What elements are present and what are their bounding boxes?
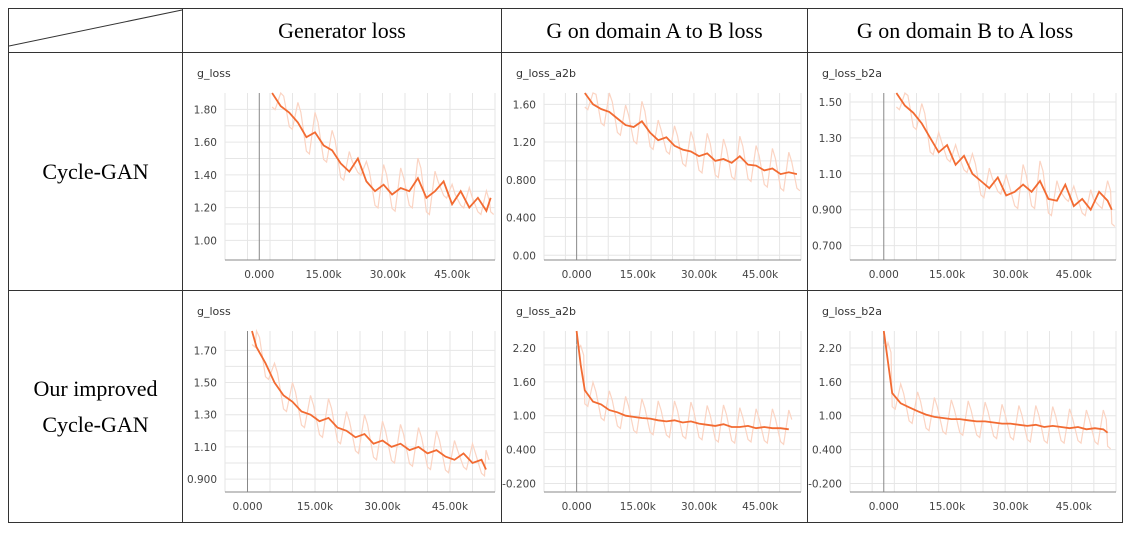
y-tick-label: 1.60 <box>819 377 842 389</box>
comparison-table: Generator loss G on domain A to B loss G… <box>8 8 1123 523</box>
y-tick-label: 1.60 <box>513 99 536 111</box>
raw-series-line <box>883 340 1111 450</box>
x-tick-label: 15.00k <box>297 501 334 513</box>
y-tick-label: 0.400 <box>506 445 536 457</box>
x-tick-label: 15.00k <box>929 269 966 281</box>
y-tick-label: 2.20 <box>819 343 842 355</box>
y-tick-label: 1.00 <box>513 411 536 423</box>
y-tick-label: 1.00 <box>819 411 842 423</box>
row-cycle-gan: Cycle-GAN g_loss 1.80 1.60 1.40 1.20 1.00 0.00… <box>8 52 1123 291</box>
y-tick-label: 0.700 <box>812 241 842 253</box>
chart-title: g_loss_b2a <box>822 67 882 80</box>
x-tick-label: 30.00k <box>370 269 407 281</box>
y-tick-label: 1.60 <box>513 377 536 389</box>
x-tick-label: 45.00k <box>742 501 779 513</box>
chart-g-loss-cycle-gan: g_loss 1.80 1.60 1.40 1.20 1.00 0.000 15.00k 30.… <box>194 67 496 281</box>
y-tick-label: 1.50 <box>819 97 842 109</box>
smoothed-series-line <box>251 330 487 470</box>
y-tick-label: 0.900 <box>187 474 217 486</box>
y-tick-label: 1.60 <box>194 137 217 149</box>
chart-cell: g_loss 1.80 1.60 1.40 1.20 1.00 0.000 15.00k 30.… <box>182 52 502 291</box>
x-tick-label: 0.000 <box>244 269 274 281</box>
chart-cell: g_loss_a2b 2.20 1.60 1.00 0.400 -0.200 0.000 15… <box>501 290 808 523</box>
chart-g-loss-b2a-cycle-gan: g_loss_b2a 1.50 1.30 1.10 0.900 0.700 0.000 15.… <box>812 67 1117 281</box>
x-tick-label: 0.000 <box>869 269 899 281</box>
x-tick-label: 0.000 <box>869 501 899 513</box>
y-tick-label: 1.30 <box>194 410 217 422</box>
row-header-cycle-gan: Cycle-GAN <box>8 52 183 291</box>
y-tick-label: 1.20 <box>513 137 536 149</box>
chart-title: g_loss <box>197 67 231 80</box>
y-tick-label: 2.20 <box>513 343 536 355</box>
raw-series-line <box>271 91 495 216</box>
x-tick-label: 15.00k <box>620 269 657 281</box>
y-tick-label: 1.10 <box>819 169 842 181</box>
y-tick-label: 1.40 <box>194 170 217 182</box>
y-tick-label: 0.800 <box>506 175 536 187</box>
smoothed-series-line <box>584 92 798 176</box>
column-header-generator-loss: Generator loss <box>182 8 502 53</box>
y-tick-label: -0.200 <box>808 479 842 491</box>
y-tick-label: 1.80 <box>194 104 217 116</box>
x-tick-label: 45.00k <box>434 269 471 281</box>
x-tick-label: 30.00k <box>681 501 718 513</box>
chart-g-loss-a2b-improved: g_loss_a2b 2.20 1.60 1.00 0.400 -0.200 0.000 15… <box>502 305 802 513</box>
x-tick-label: 30.00k <box>992 269 1029 281</box>
corner-cell <box>8 8 183 53</box>
chart-cell: g_loss_b2a 1.50 1.30 1.10 0.900 0.700 0.000 15.… <box>807 52 1123 291</box>
x-tick-label: 45.00k <box>742 269 779 281</box>
row-header-line: Our improved <box>33 375 158 401</box>
chart-cell: g_loss_a2b 1.60 1.20 0.800 0.400 0.00 0.000 15.… <box>501 52 808 291</box>
y-tick-label: 1.20 <box>194 203 217 215</box>
header-row: Generator loss G on domain A to B loss G… <box>8 8 1123 53</box>
x-tick-label: 0.000 <box>232 501 262 513</box>
x-tick-label: 0.000 <box>562 269 592 281</box>
x-tick-label: 15.00k <box>306 269 343 281</box>
y-tick-label: 0.400 <box>812 445 842 457</box>
x-tick-label: 30.00k <box>364 501 401 513</box>
x-tick-label: 30.00k <box>681 269 718 281</box>
chart-g-loss-a2b-cycle-gan: g_loss_a2b 1.60 1.20 0.800 0.400 0.00 0.000 15.… <box>506 67 802 281</box>
x-tick-label: 15.00k <box>620 501 657 513</box>
chart-title: g_loss <box>197 305 231 318</box>
y-tick-label: 1.10 <box>194 442 217 454</box>
y-tick-label: 1.50 <box>194 378 217 390</box>
y-tick-label: 0.00 <box>513 250 536 262</box>
smoothed-series-line <box>895 92 1113 212</box>
column-header-a-to-b-loss: G on domain A to B loss <box>501 8 808 53</box>
y-tick-label: 0.900 <box>812 205 842 217</box>
corner-diagonal <box>8 9 183 47</box>
x-tick-label: 30.00k <box>992 501 1029 513</box>
smoothed-series-line <box>882 330 1109 434</box>
raw-series-line <box>584 92 801 192</box>
y-tick-label: 1.70 <box>194 345 217 357</box>
raw-series-line <box>251 328 490 478</box>
y-tick-label: 1.00 <box>194 235 217 247</box>
chart-cell: g_loss_b2a 2.20 1.60 1.00 0.400 -0.200 0.000 15… <box>807 290 1123 523</box>
chart-cell: g_loss 1.70 1.50 1.30 1.10 0.900 0.000 15.00k 30… <box>182 290 502 523</box>
x-tick-label: 45.00k <box>1056 501 1093 513</box>
raw-series-line <box>576 344 793 446</box>
chart-g-loss-b2a-improved: g_loss_b2a 2.20 1.60 1.00 0.400 -0.200 0.000 15… <box>808 305 1117 513</box>
y-tick-label: 0.400 <box>506 213 536 225</box>
row-header-improved: Our improved Cycle-GAN <box>8 290 183 523</box>
y-tick-label: 1.30 <box>819 133 842 145</box>
y-tick-label: -0.200 <box>502 479 536 491</box>
chart-title: g_loss_b2a <box>822 305 882 318</box>
row-header-line: Cycle-GAN <box>42 411 149 437</box>
column-header-b-to-a-loss: G on domain B to A loss <box>807 8 1123 53</box>
chart-g-loss-improved: g_loss 1.70 1.50 1.30 1.10 0.900 0.000 15.00k 30… <box>187 305 496 513</box>
chart-title: g_loss_a2b <box>516 305 576 318</box>
smoothed-series-line <box>271 92 492 213</box>
chart-title: g_loss_a2b <box>516 67 576 80</box>
row-header-line: Cycle-GAN <box>42 158 149 184</box>
row-improved-cycle-gan: Our improved Cycle-GAN g_loss 1.70 1.50 1.3… <box>8 290 1123 523</box>
x-tick-label: 45.00k <box>1056 269 1093 281</box>
x-tick-label: 0.000 <box>562 501 592 513</box>
smoothed-series-line <box>575 330 789 431</box>
x-tick-label: 15.00k <box>929 501 966 513</box>
x-tick-label: 45.00k <box>432 501 469 513</box>
raw-series-line <box>895 91 1116 227</box>
